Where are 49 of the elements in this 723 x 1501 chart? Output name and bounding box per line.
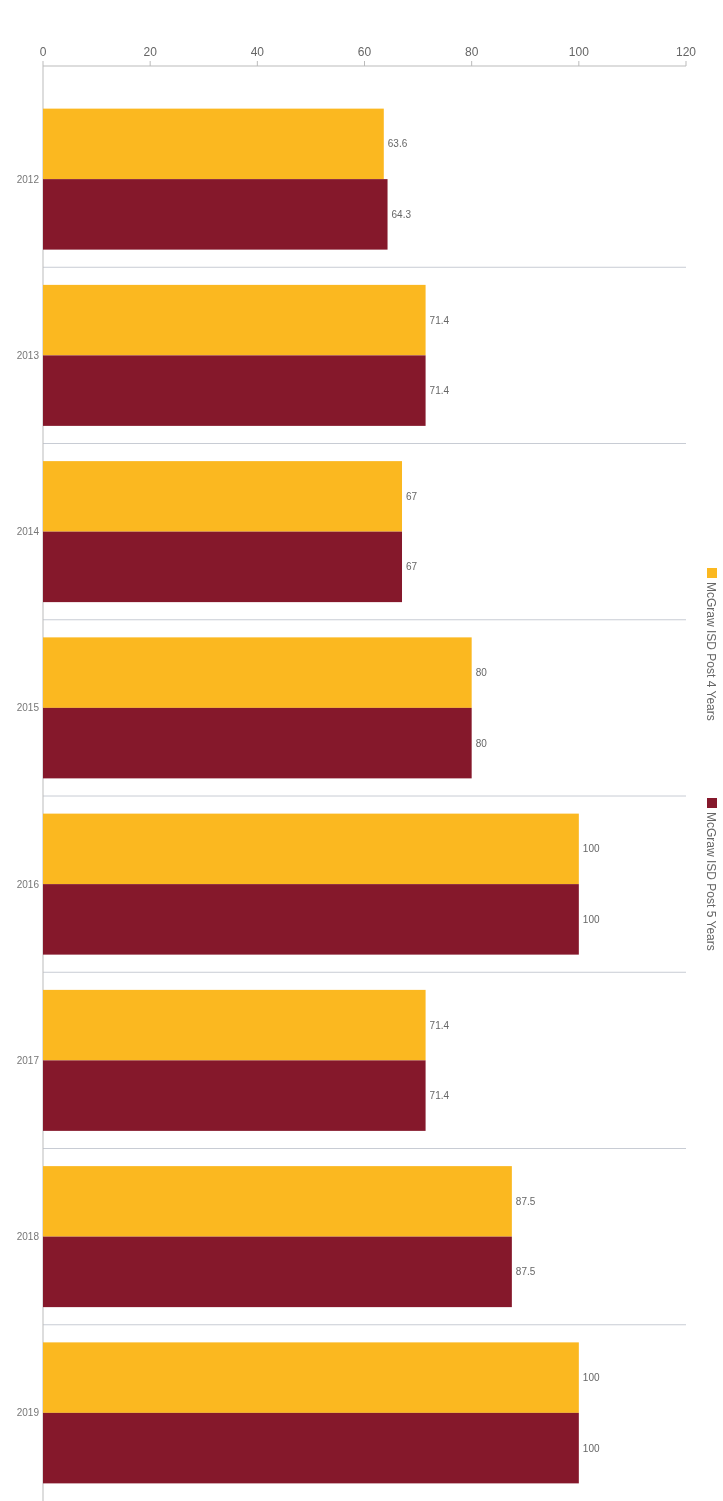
legend-label: McGraw ISD Post 4 Years	[704, 582, 719, 721]
bar	[43, 531, 403, 603]
data-label: 63.6	[387, 138, 408, 150]
bar	[43, 284, 426, 356]
data-label: 71.4	[429, 385, 450, 397]
x-tick-label: 80	[464, 45, 479, 59]
data-label: 80	[475, 737, 488, 749]
y-tick-label: 2018	[16, 1231, 40, 1243]
x-tick-label: 20	[143, 45, 158, 59]
bar	[43, 1412, 579, 1484]
legend-label: McGraw ISD Post 5 Years	[704, 812, 719, 951]
bar	[43, 813, 579, 885]
data-label: 71.4	[429, 1019, 450, 1031]
bar	[43, 461, 403, 532]
data-label: 100	[582, 1372, 600, 1384]
bar	[43, 884, 579, 955]
data-label: 87.5	[515, 1195, 536, 1207]
data-label: 80	[475, 667, 488, 679]
x-tick-label: 100	[568, 45, 590, 59]
x-tick-label: 40	[250, 45, 265, 59]
y-tick-label: 2016	[16, 878, 40, 890]
data-label: 100	[582, 843, 600, 855]
data-label: 87.5	[515, 1266, 536, 1278]
data-label: 100	[582, 1442, 600, 1454]
bar	[43, 1166, 512, 1237]
bar	[43, 108, 384, 180]
data-label: 67	[406, 561, 418, 573]
bar	[43, 355, 426, 426]
bar	[43, 637, 472, 708]
y-tick-label: 2017	[16, 1054, 40, 1066]
data-label: 100	[582, 913, 600, 925]
bar	[43, 1060, 426, 1131]
data-label: 71.4	[429, 1090, 450, 1102]
data-label: 71.4	[429, 314, 450, 326]
y-tick-label: 2012	[16, 173, 40, 185]
bar	[43, 1236, 512, 1308]
y-tick-label: 2015	[16, 702, 40, 714]
bar	[43, 179, 388, 250]
x-tick-label: 0	[39, 45, 47, 59]
y-tick-label: 2014	[16, 526, 40, 538]
y-tick-label: 2013	[16, 349, 40, 361]
data-label: 64.3	[391, 208, 412, 220]
x-tick-label: 120	[675, 45, 697, 59]
y-tick-label: 2019	[16, 1407, 40, 1419]
bar	[43, 989, 426, 1061]
data-label: 67	[406, 490, 418, 502]
bar	[43, 1342, 579, 1413]
bar	[43, 707, 472, 779]
x-tick-label: 60	[357, 45, 372, 59]
